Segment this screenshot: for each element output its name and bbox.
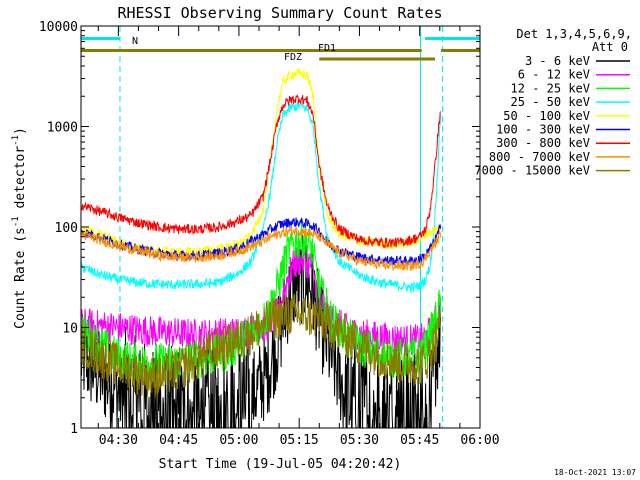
x-tick-label-5: 05:45: [400, 433, 439, 448]
y-tick-label-1: 10: [62, 322, 78, 337]
series-4: [80, 68, 442, 258]
y-tick-label-0: 1: [70, 422, 78, 437]
y-tick-label-2: 100: [55, 221, 78, 236]
flag-bars: N FD1 FDZ: [81, 36, 480, 63]
legend-label-8: 7000 - 15000 keV: [474, 164, 590, 178]
flag-label-2: FDZ: [284, 52, 302, 63]
y-axis-label-exp2: -1: [11, 135, 21, 146]
series-7: [80, 225, 442, 272]
flag-label-0: N: [132, 36, 138, 47]
y-axis-label-mid: detector: [13, 146, 28, 217]
x-tick-label-1: 04:45: [159, 433, 198, 448]
legend-label-6: 300 - 800 keV: [496, 136, 590, 150]
series-5: [80, 217, 442, 266]
x-axis-label: Start Time (19-Jul-05 04:20:42): [159, 457, 402, 472]
timestamp: 18-Oct-2021 13:07: [554, 468, 636, 477]
x-tick-label-2: 05:00: [219, 433, 258, 448]
chart-title: RHESSI Observing Summary Count Rates: [117, 4, 442, 22]
x-tick-label-4: 05:30: [340, 433, 379, 448]
legend-label-3: 25 - 50 keV: [511, 95, 590, 109]
legend-label-5: 100 - 300 keV: [496, 123, 590, 137]
legend-header-detectors: Det 1,3,4,5,6,9,: [516, 27, 632, 41]
legend-label-7: 800 - 7000 keV: [489, 150, 590, 164]
x-tick-label-3: 05:15: [280, 433, 319, 448]
x-tick-label-6: 06:00: [460, 433, 499, 448]
y-axis-label-main: Count Rate (s: [13, 227, 28, 329]
flag-label-1: FD1: [318, 43, 336, 54]
series-6: [80, 93, 442, 250]
series-8: [80, 293, 442, 398]
legend-label-1: 6 - 12 keV: [518, 68, 590, 82]
legend-label-4: 50 - 100 keV: [503, 109, 590, 123]
y-tick-label-3: 1000: [47, 121, 78, 136]
y-axis-label-exp1: -1: [11, 216, 21, 227]
x-tick-label-0: 04:30: [99, 433, 138, 448]
legend-header-attenuator: Att 0: [592, 40, 628, 54]
legend-label-0: 3 - 6 keV: [525, 54, 590, 68]
y-tick-label-4: 10000: [39, 20, 78, 35]
legend-label-2: 12 - 25 keV: [511, 81, 590, 95]
y-axis-label: Count Rate (s-1 detector-1): [11, 127, 28, 329]
series-layer: [80, 68, 442, 430]
y-axis-label-end: ): [13, 127, 28, 135]
axes: 1 10 100 1000 10000 04:30 04:45 05:00 05:15 05:30…: [39, 20, 500, 448]
